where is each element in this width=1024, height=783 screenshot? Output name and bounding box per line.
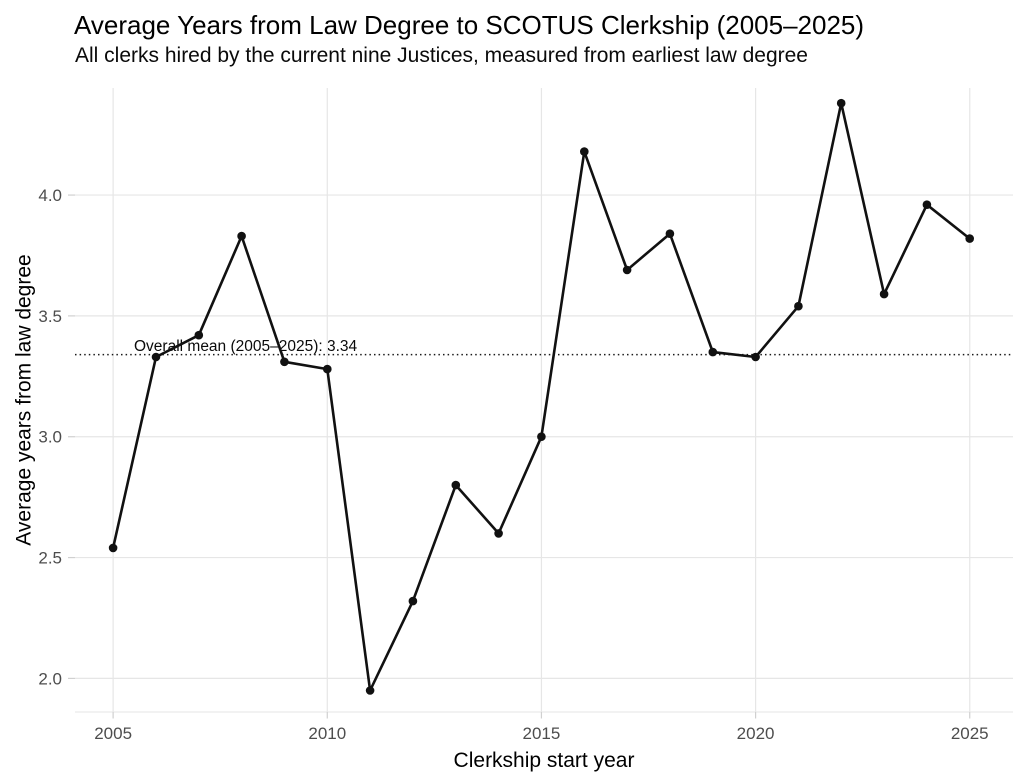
data-point — [665, 229, 675, 238]
data-point — [194, 330, 204, 340]
data-point — [323, 364, 332, 374]
x-tick-label: 2005 — [94, 724, 132, 743]
data-point — [922, 200, 932, 209]
chart-subtitle: All clerks hired by the current nine Jus… — [75, 44, 808, 67]
data-point — [408, 596, 418, 606]
chart-title: Average Years from Law Degree to SCOTUS … — [74, 10, 865, 40]
data-point — [280, 357, 289, 367]
data-point — [879, 289, 889, 299]
y-axis-title: Average years from law degree — [12, 254, 36, 546]
data-point — [237, 231, 246, 241]
data-point — [451, 480, 461, 490]
data-point — [108, 543, 118, 553]
x-tick-label: 2010 — [308, 724, 346, 743]
y-tick-label: 2.5 — [38, 549, 62, 568]
data-point — [751, 352, 760, 362]
data-point — [580, 147, 589, 156]
x-axis-title: Clerkship start year — [453, 749, 635, 772]
data-point — [365, 686, 375, 695]
x-tick-label: 2025 — [951, 724, 989, 743]
y-tick-label: 2.0 — [38, 669, 62, 688]
x-tick-label: 2015 — [523, 724, 561, 743]
y-tick-label: 3.5 — [38, 307, 62, 326]
data-point — [151, 352, 161, 362]
y-tick-label: 4.0 — [38, 186, 62, 205]
mean-annotation-label: Overall mean (2005–2025): 3.34 — [134, 338, 358, 355]
data-point — [836, 98, 846, 108]
data-point — [708, 347, 718, 357]
y-tick-label: 3.0 — [38, 428, 62, 447]
data-point — [622, 265, 632, 275]
data-point — [494, 529, 503, 538]
data-point — [537, 432, 546, 442]
x-tick-label: 2020 — [737, 724, 775, 743]
data-point — [794, 301, 803, 311]
data-point — [965, 234, 974, 243]
